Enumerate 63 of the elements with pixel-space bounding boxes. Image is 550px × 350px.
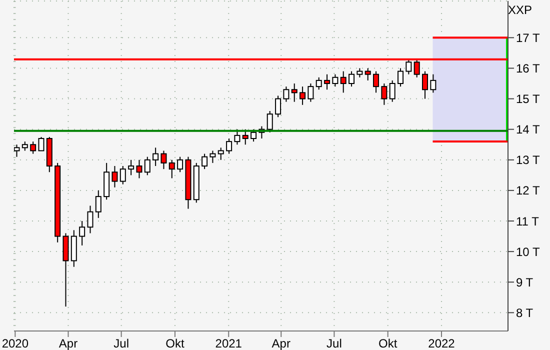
candlestick: [275, 95, 282, 118]
candlestick: [389, 80, 396, 102]
candlestick: [406, 58, 412, 75]
candlestick: [242, 128, 248, 146]
candlestick: [152, 147, 159, 166]
candlestick: [14, 144, 20, 158]
candlestick: [250, 128, 257, 142]
candlestick: [210, 150, 216, 164]
candlestick: [381, 83, 388, 106]
candlestick: [283, 86, 290, 102]
y-tick-label: 11 T: [516, 214, 540, 228]
candlestick: [291, 83, 298, 102]
x-tick-label: Jul: [114, 336, 129, 350]
y-tick-label: 14 T: [516, 122, 540, 137]
candlestick: [22, 141, 28, 152]
candlestick: [160, 150, 167, 170]
x-tick-label: Jul: [326, 336, 342, 350]
candlestick: [266, 110, 273, 133]
x-tick-label: 2021: [215, 336, 242, 350]
candlestick: [87, 205, 94, 234]
candlestick: [136, 159, 142, 179]
candlestick: [398, 68, 404, 88]
candlestick: [332, 74, 338, 88]
x-tick-label: 2022: [428, 336, 456, 350]
candlestick: [144, 156, 150, 176]
candlestick: [218, 147, 224, 160]
y-tick-label: 12 T: [516, 184, 540, 198]
candlestick: [422, 70, 428, 100]
candlestick: [234, 128, 240, 146]
x-tick-label: Apr: [272, 336, 290, 350]
candlestick: [120, 166, 126, 185]
y-tick-label: 13 T: [516, 153, 540, 168]
candlestick: [79, 220, 86, 246]
x-tick-label: Okt: [166, 336, 185, 350]
candlestick: [430, 74, 436, 94]
candlestick: [316, 76, 322, 90]
candlestick: [177, 156, 184, 173]
candlestick: [112, 166, 118, 188]
candlestick: [95, 190, 102, 218]
candlestick: [373, 70, 380, 94]
chart-title: XXP: [508, 3, 532, 17]
y-tick-label: 15 T: [516, 92, 540, 106]
candlestick: [30, 141, 36, 154]
y-tick-label: 16 T: [516, 61, 540, 76]
y-tick-label: 9 T: [516, 275, 534, 290]
x-tick-label: Apr: [58, 336, 78, 350]
candlestick: [168, 159, 175, 179]
y-tick-label: 17 T: [516, 30, 540, 45]
y-tick-label: 10 T: [516, 244, 540, 259]
x-tick-label: 2020: [2, 336, 29, 350]
candlestick: [38, 136, 44, 152]
candlestick: [356, 68, 363, 78]
y-tick-label: 8 T: [516, 306, 534, 320]
candlestick: [348, 70, 355, 88]
candlestick: [226, 138, 232, 154]
candlestick: [308, 83, 314, 102]
candlestick: [340, 70, 346, 94]
candlestick: [364, 68, 371, 81]
candlestick: [324, 74, 330, 90]
candlestick: [300, 86, 306, 106]
candlestick: [202, 153, 208, 170]
x-tick-label: Okt: [378, 336, 398, 350]
candlestick: [128, 159, 134, 176]
